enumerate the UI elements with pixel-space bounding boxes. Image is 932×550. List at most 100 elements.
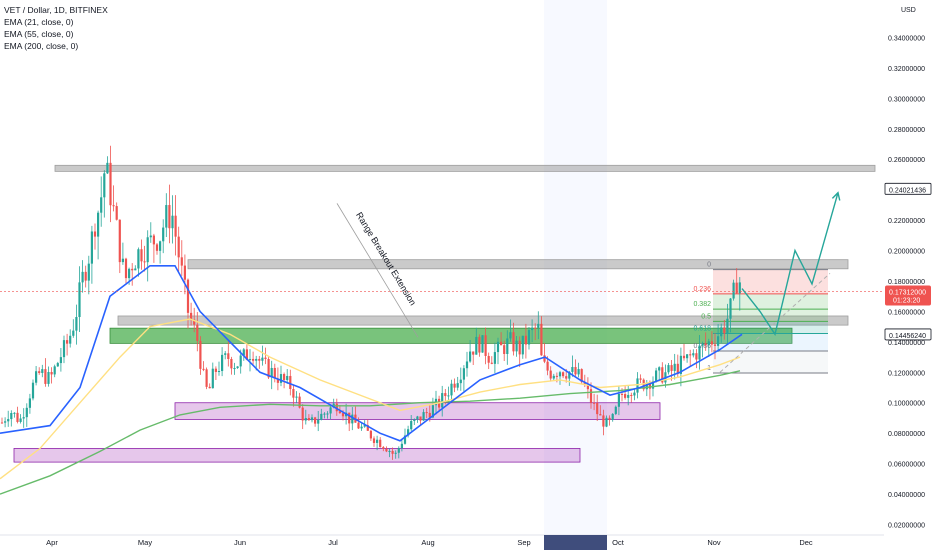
candle-down [630, 394, 633, 396]
candle-up [465, 361, 469, 369]
x-tick-label: Apr [46, 538, 58, 547]
projection-path [741, 192, 839, 337]
candle-up [239, 355, 242, 367]
candle-down [227, 353, 230, 360]
candle-down [512, 332, 515, 352]
candle-up [10, 413, 13, 420]
y-tick-label: 0.08000000 [888, 431, 925, 438]
candle-up [22, 417, 25, 419]
candle-down [38, 371, 41, 373]
candle-down [723, 327, 726, 334]
candle-up [81, 271, 84, 283]
candle-down [593, 402, 596, 404]
countdown-label: 01:23:20 [893, 298, 920, 305]
candle-down [338, 411, 341, 414]
candle-up [233, 368, 236, 370]
candle-up [537, 323, 540, 328]
y-tick-label: 0.14000000 [888, 340, 925, 347]
candle-up [701, 343, 704, 346]
candle-down [183, 265, 186, 280]
candle-up [633, 392, 636, 396]
candle-down [199, 340, 202, 369]
candle-down [273, 367, 276, 379]
zone-gray-1 [187, 259, 849, 270]
candle-down [298, 396, 301, 408]
candle-down [580, 369, 583, 383]
candle-down [710, 341, 713, 345]
candle-down [193, 319, 196, 325]
candle-down [66, 340, 69, 344]
candle-down [357, 422, 360, 429]
candle-down [314, 417, 317, 424]
candle-up [645, 383, 648, 390]
candle-up [41, 369, 44, 373]
candle-up [388, 450, 391, 452]
candle-up [515, 340, 518, 352]
candle-up [441, 393, 444, 408]
candle-down [152, 235, 155, 245]
candle-up [394, 452, 397, 454]
candle-up [159, 241, 162, 251]
candle-up [326, 413, 329, 415]
fib-level-label-2: 0.382 [693, 301, 711, 308]
candle-down [190, 312, 193, 320]
candle-up [224, 353, 227, 355]
candle-up [698, 345, 701, 360]
candle-down [735, 282, 738, 294]
candle-down [115, 206, 118, 220]
candle-down [307, 417, 310, 421]
candle-up [400, 443, 403, 449]
candle-up [447, 395, 450, 397]
fib-band-5 [713, 350, 828, 374]
candle-up [286, 375, 289, 381]
candle-up [475, 336, 478, 355]
candle-down [518, 340, 521, 355]
candle-down [428, 412, 431, 418]
candle-up [72, 330, 75, 336]
candle-up [35, 371, 38, 383]
candle-up [450, 383, 453, 396]
x-tick-label: Nov [707, 538, 721, 547]
ema55-legend: EMA (55, close, 0) [4, 29, 74, 39]
candle-down [289, 375, 292, 390]
candle-up [707, 341, 710, 346]
candle-up [459, 379, 462, 384]
candle-down [292, 389, 295, 398]
candle-up [456, 383, 459, 388]
candle-down [205, 369, 208, 387]
candle-up [217, 371, 221, 373]
price-label-outline [884, 182, 932, 195]
candle-up [667, 365, 670, 373]
zone-green-3 [109, 327, 793, 344]
x-tick-label: Jun [234, 538, 246, 547]
candle-down [549, 370, 552, 379]
candle-down [586, 384, 589, 390]
candle-up [416, 416, 419, 420]
candle-down [335, 403, 338, 412]
candle-up [673, 363, 676, 371]
candle-down [264, 357, 267, 359]
candle-down [168, 205, 171, 229]
candle-up [75, 317, 78, 331]
ema200-legend: EMA (200, close, 0) [4, 41, 79, 51]
candle-up [261, 357, 264, 361]
candle-up [558, 372, 562, 377]
candle-down [369, 430, 372, 439]
candle-up [47, 372, 50, 384]
candle-down [500, 341, 503, 346]
candle-up [317, 419, 320, 424]
candle-down [177, 236, 180, 258]
candle-down [391, 450, 394, 454]
dashed-trendline [719, 272, 831, 373]
y-tick-label: 0.32000000 [888, 66, 925, 73]
candle-down [109, 162, 112, 206]
candle-up [19, 418, 22, 422]
y-tick-label: 0.22000000 [888, 218, 925, 225]
candle-down [44, 369, 47, 384]
candle-up [614, 406, 617, 414]
candle-up [686, 354, 689, 359]
candle-down [589, 389, 593, 403]
candle-up [413, 419, 416, 422]
candle-down [93, 231, 97, 237]
